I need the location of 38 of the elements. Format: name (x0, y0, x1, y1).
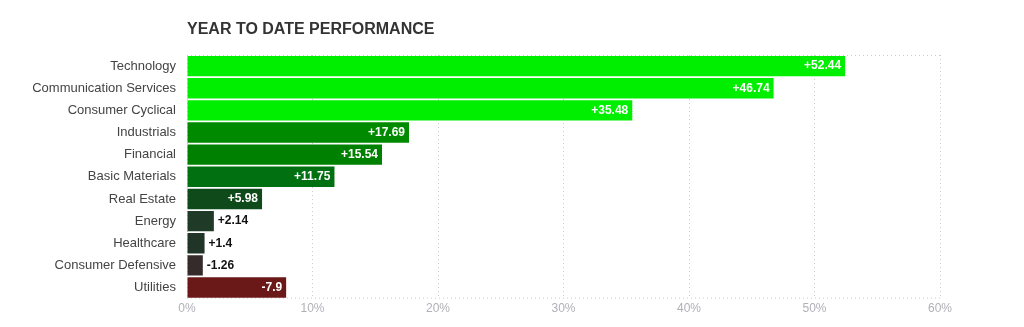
x-tick-label: 10% (300, 301, 325, 316)
x-tick-label: 40% (676, 301, 702, 316)
y-tick-label: Basic Materials (87, 168, 177, 184)
x-tick-label: 20% (425, 301, 451, 316)
y-tick-label: Energy (134, 212, 177, 228)
data-label: +1.4 (208, 235, 233, 250)
bar (187, 78, 774, 99)
data-label: -7.9 (261, 279, 283, 294)
bar (187, 233, 205, 254)
y-tick-label: Financial (123, 146, 177, 162)
chart-title: YEAR TO DATE PERFORMANCE (187, 20, 435, 38)
data-label: +46.74 (732, 80, 770, 95)
data-label: +5.98 (227, 191, 259, 206)
bar (187, 210, 214, 232)
y-tick-label: Technology (110, 57, 177, 73)
y-tick-label: Healthcare (113, 234, 176, 250)
data-label: +52.44 (804, 58, 842, 73)
data-label: +35.48 (591, 102, 629, 117)
y-tick-label: Industrials (116, 124, 177, 140)
data-label: +15.54 (340, 146, 379, 161)
data-label: +2.14 (217, 213, 249, 228)
bar (187, 55, 846, 77)
bar (187, 255, 203, 276)
bar (187, 277, 287, 298)
y-tick-label: Utilities (134, 279, 177, 295)
bar (187, 100, 633, 121)
x-tick-label: 60% (927, 301, 953, 316)
y-tick-label: Consumer Defensive (54, 256, 176, 272)
bar (187, 166, 335, 187)
data-label: -1.26 (206, 257, 235, 272)
x-tick-label: 0% (178, 301, 196, 316)
y-tick-label: Real Estate (108, 190, 176, 206)
y-tick-label: Communication Services (32, 79, 177, 95)
x-tick-label: 30% (551, 301, 576, 316)
data-label: +17.69 (367, 124, 406, 139)
x-tick-label: 50% (802, 301, 827, 316)
data-label: +11.75 (294, 169, 331, 184)
y-tick-label: Consumer Cyclical (67, 101, 177, 117)
